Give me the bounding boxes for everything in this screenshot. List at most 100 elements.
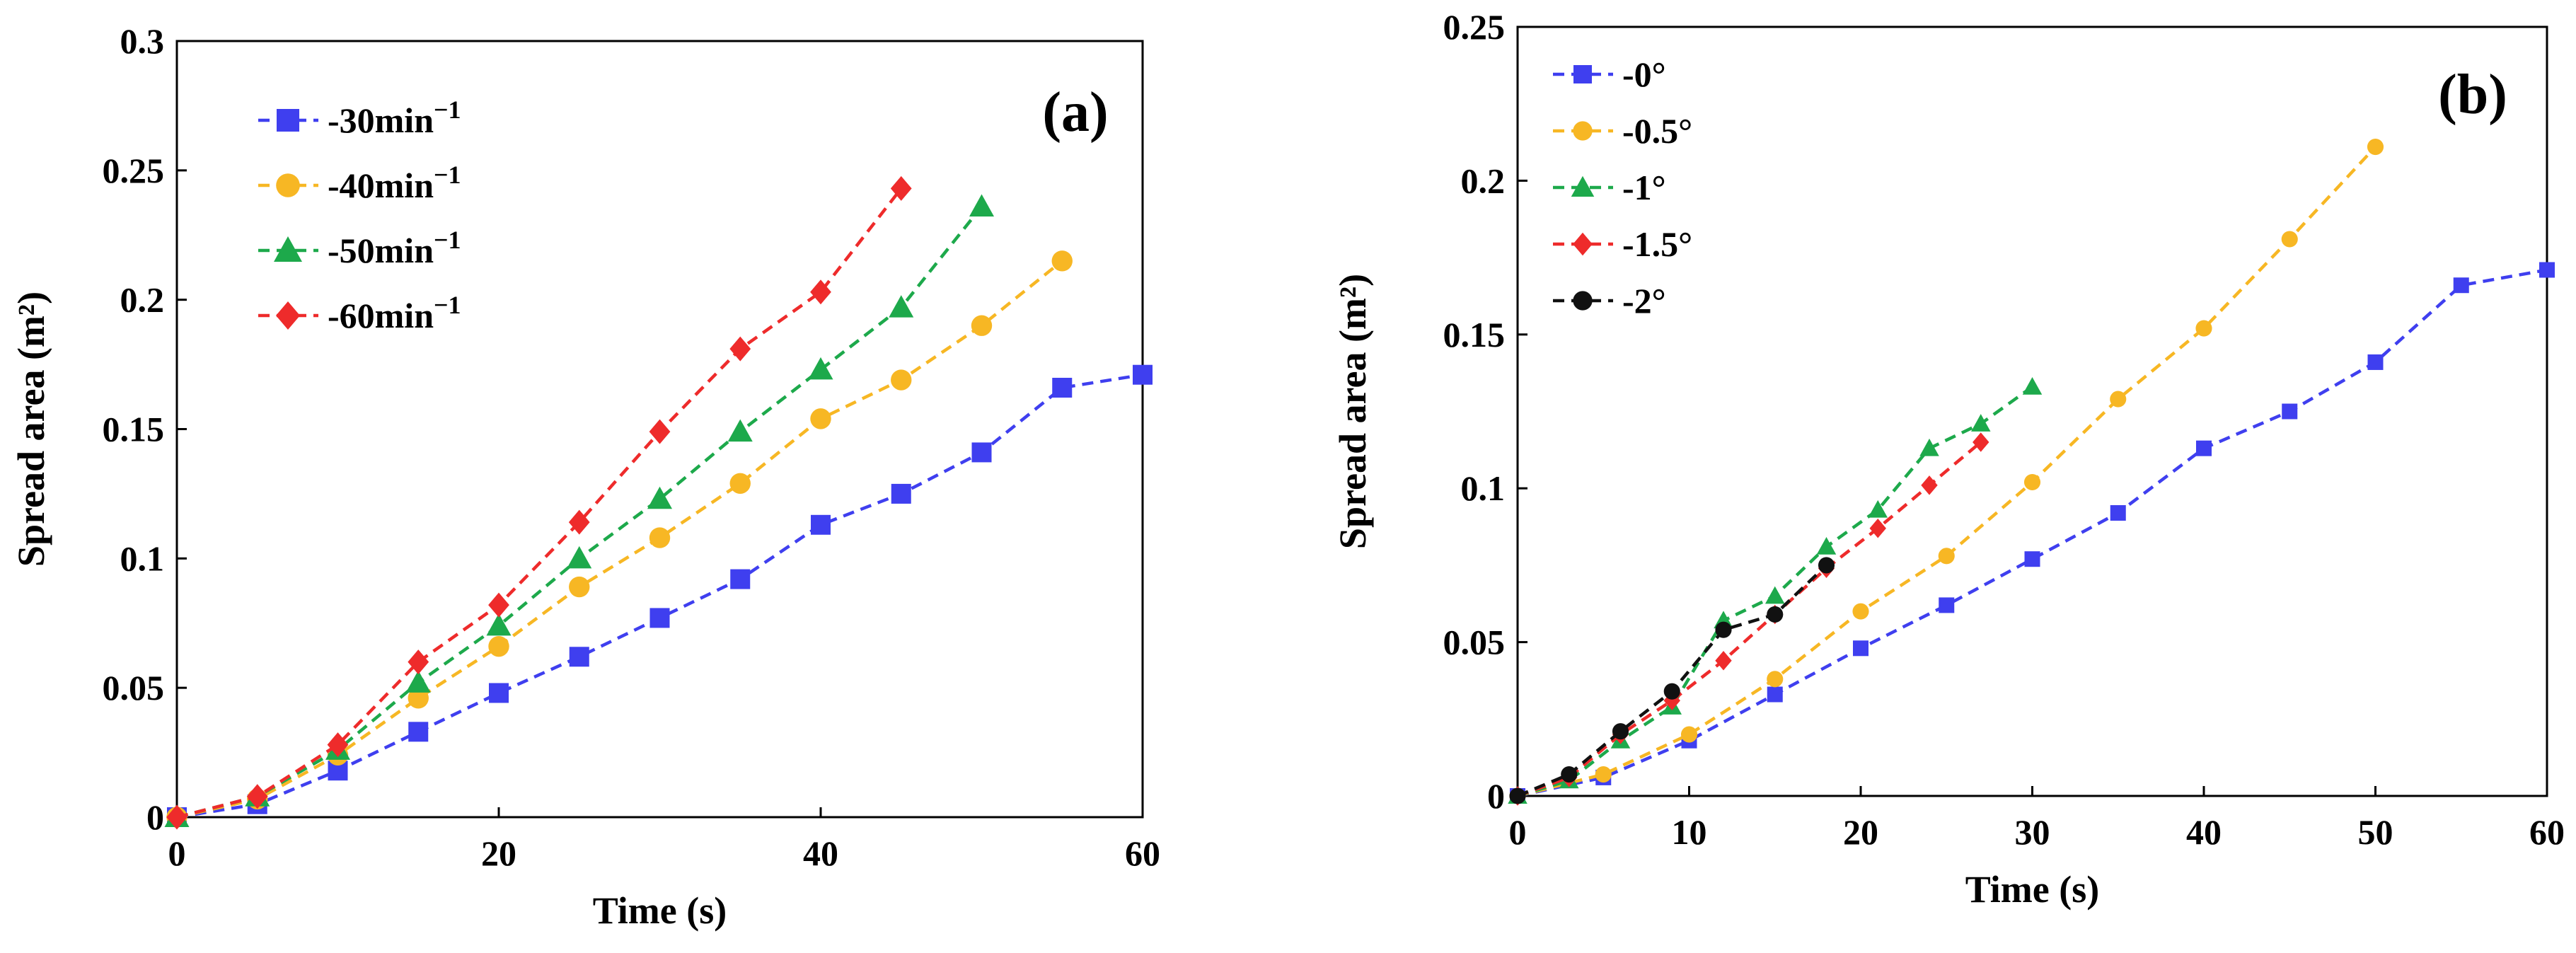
legend-entry: -50min−1 bbox=[258, 226, 461, 270]
data-point bbox=[811, 514, 831, 535]
data-point bbox=[1561, 766, 1578, 783]
legend-label: -0° bbox=[1622, 54, 1666, 94]
data-point bbox=[971, 442, 992, 463]
legend-entry: -40min−1 bbox=[258, 161, 461, 205]
data-point bbox=[1765, 586, 1785, 604]
legend-marker bbox=[1573, 232, 1593, 256]
legend-marker bbox=[274, 236, 302, 262]
legend-label: -1° bbox=[1622, 168, 1666, 207]
data-point bbox=[730, 569, 751, 589]
data-point bbox=[727, 419, 753, 442]
data-point bbox=[1051, 250, 1073, 272]
data-point bbox=[2196, 440, 2212, 456]
legend-label: -50min−1 bbox=[328, 226, 461, 270]
data-point bbox=[408, 722, 429, 742]
data-point bbox=[808, 357, 833, 380]
series-line bbox=[1517, 268, 2548, 798]
data-point bbox=[891, 483, 911, 504]
data-point bbox=[889, 295, 914, 318]
data-point bbox=[890, 175, 912, 201]
legend-marker bbox=[1573, 291, 1593, 311]
data-point bbox=[488, 592, 509, 618]
series-line bbox=[176, 260, 1063, 819]
series-0 bbox=[1510, 262, 2555, 804]
data-point bbox=[1818, 557, 1835, 574]
y-tick-label: 0.15 bbox=[1443, 315, 1506, 354]
data-point bbox=[1919, 438, 1939, 456]
data-point bbox=[971, 315, 993, 336]
data-point bbox=[1973, 432, 1989, 452]
y-tick-label: 0.05 bbox=[1443, 623, 1506, 662]
data-point bbox=[1133, 364, 1153, 385]
legend-label: -1.5° bbox=[1622, 224, 1692, 264]
data-point bbox=[1663, 683, 1680, 700]
data-point bbox=[568, 509, 590, 535]
data-point bbox=[1595, 766, 1612, 783]
chart-panel-b: 0 0.05 0.1 0.15 0.2 0.25 0 10 20 30 40 50 60 Time (s)… bbox=[1332, 7, 2565, 911]
data-point bbox=[1715, 650, 1732, 671]
x-tick-label: 20 bbox=[1843, 812, 1878, 852]
legend-marker bbox=[1571, 175, 1595, 197]
data-point bbox=[2282, 403, 2298, 420]
data-point bbox=[2367, 139, 2384, 156]
y-axis-label: Spread area (m²) bbox=[1332, 274, 1374, 549]
y-axis-label: Spread area (m²) bbox=[10, 291, 52, 567]
data-point bbox=[810, 279, 831, 305]
series-2 bbox=[1508, 376, 2043, 804]
panel-label: (b) bbox=[2438, 64, 2507, 126]
data-point bbox=[1612, 723, 1629, 740]
y-tick-label: 0.3 bbox=[120, 21, 165, 61]
series-3 bbox=[166, 175, 912, 830]
x-tick-label: 40 bbox=[2186, 812, 2222, 852]
series-line bbox=[176, 187, 903, 819]
legend-label: -40min−1 bbox=[328, 161, 461, 205]
series-line bbox=[1517, 441, 1982, 798]
x-tick-label: 60 bbox=[2529, 812, 2565, 852]
x-tick-label: 50 bbox=[2358, 812, 2393, 852]
panel-label: (a) bbox=[1042, 81, 1108, 144]
y-tick-label: 0.1 bbox=[1461, 468, 1506, 508]
legend-marker bbox=[276, 301, 300, 330]
data-point bbox=[408, 649, 429, 675]
data-point bbox=[969, 194, 994, 217]
y-tick-label: 0.2 bbox=[120, 280, 165, 320]
data-point bbox=[166, 804, 187, 830]
data-point bbox=[1052, 377, 1073, 398]
y-tick-label: 0.25 bbox=[1443, 7, 1506, 47]
legend-marker bbox=[277, 109, 299, 132]
data-point bbox=[1971, 414, 1991, 432]
data-point bbox=[1938, 548, 1955, 565]
data-point bbox=[569, 647, 589, 667]
data-point bbox=[729, 336, 751, 362]
data-point bbox=[647, 486, 672, 509]
data-point bbox=[405, 670, 431, 693]
legend-label: -30min−1 bbox=[328, 96, 461, 140]
legend-entry: -30min−1 bbox=[258, 96, 461, 140]
series-4 bbox=[1509, 557, 1835, 804]
data-point bbox=[2453, 277, 2469, 294]
y-tick-label: 0.25 bbox=[103, 151, 165, 190]
data-point bbox=[2539, 262, 2555, 278]
x-tick-label: 60 bbox=[1125, 833, 1160, 873]
data-point bbox=[649, 419, 671, 444]
data-point bbox=[567, 545, 592, 569]
data-point bbox=[1852, 603, 1869, 620]
data-point bbox=[2022, 376, 2043, 395]
data-point bbox=[2110, 391, 2127, 408]
data-point bbox=[486, 613, 512, 636]
data-point bbox=[1868, 499, 1888, 518]
legend-entry: -0° bbox=[1553, 54, 1666, 94]
data-point bbox=[569, 576, 590, 598]
data-point bbox=[649, 608, 670, 628]
data-point bbox=[891, 369, 912, 391]
data-point bbox=[1921, 475, 1938, 495]
legend-entry: -2° bbox=[1553, 281, 1666, 320]
legend-entry: -1° bbox=[1553, 168, 1666, 207]
legend-marker bbox=[1573, 121, 1593, 141]
legend-entry: -1.5° bbox=[1553, 224, 1692, 264]
data-point bbox=[408, 688, 429, 709]
data-point bbox=[1767, 686, 1783, 703]
data-point bbox=[729, 473, 751, 494]
chart-panel-a: 0 0.05 0.1 0.15 0.2 0.25 0.3 0 20 40 60 Time (s) Spr… bbox=[10, 21, 1160, 932]
data-point bbox=[1816, 537, 1837, 555]
